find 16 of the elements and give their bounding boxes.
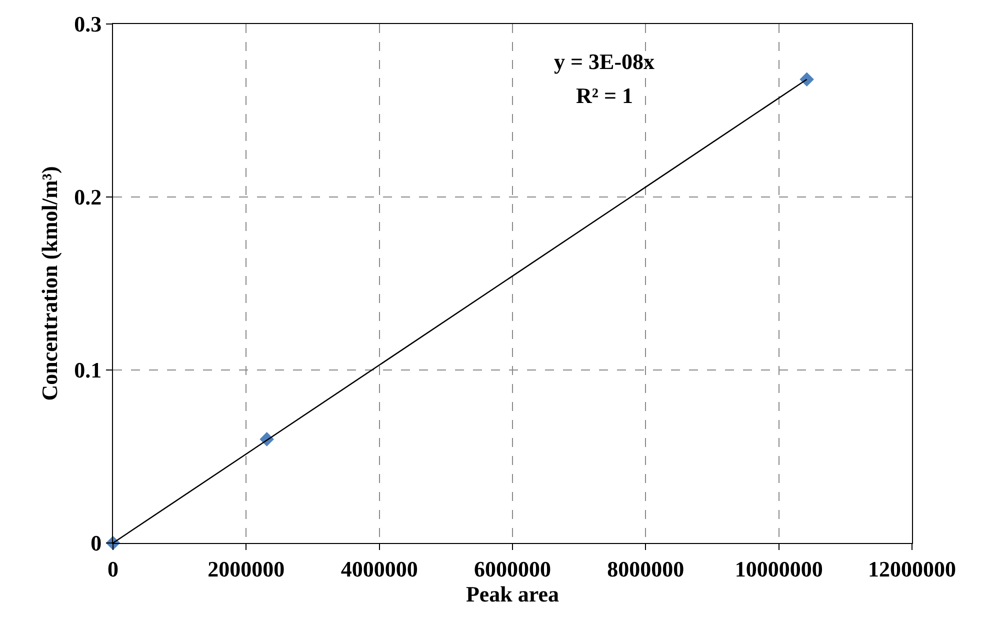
y-tick-label: 0 xyxy=(90,530,102,556)
x-tick-label: 8000000 xyxy=(607,556,684,582)
annotation: y = 3E-08x xyxy=(554,49,655,74)
y-axis-title: Concentration (kmol/m³) xyxy=(36,166,62,401)
x-tick-label: 12000000 xyxy=(868,556,956,582)
y-tick-label: 0.2 xyxy=(74,184,102,210)
x-tick-label: 0 xyxy=(108,556,118,582)
y-tick-label: 0.1 xyxy=(74,358,102,383)
point xyxy=(800,72,814,87)
x-tick-label: 6000000 xyxy=(474,556,551,582)
x-tick-label: 4000000 xyxy=(340,556,418,582)
annotation: R² = 1 xyxy=(576,83,634,108)
x-axis-title: Peak area xyxy=(466,581,560,606)
x-tick-label: 10000000 xyxy=(734,556,823,582)
y-tick-label: 0.3 xyxy=(74,12,102,37)
x-tick-label: 2000000 xyxy=(208,556,285,582)
